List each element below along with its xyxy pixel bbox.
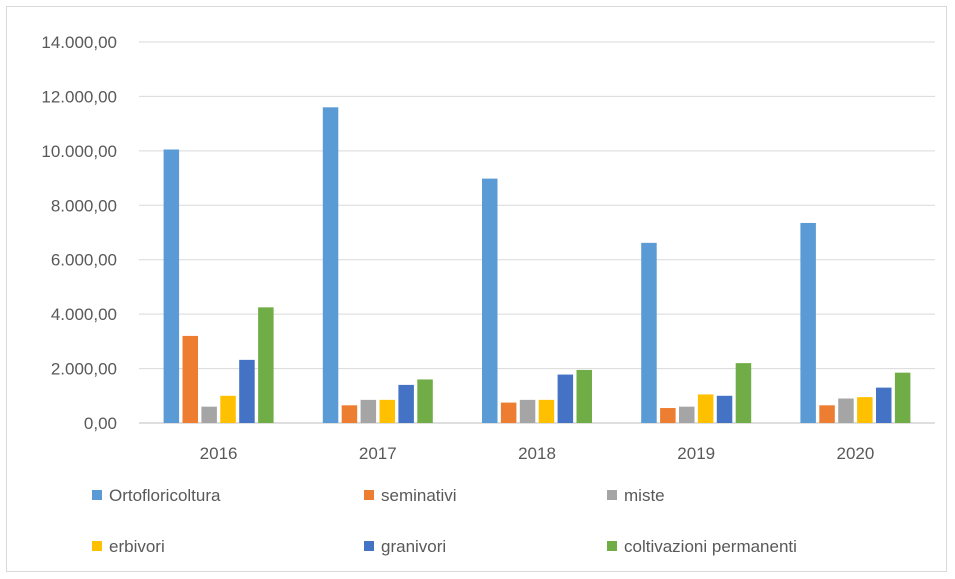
bar-ortofloricoltura-2020 — [800, 222, 816, 423]
legend-label: granivori — [381, 537, 446, 556]
legend-swatch — [607, 490, 617, 500]
legend-label: seminativi — [381, 486, 457, 505]
legend-swatch — [364, 541, 374, 551]
y-tick-label: 8.000,00 — [51, 196, 117, 215]
bar-coltivazioni-permanenti-2016 — [258, 307, 274, 423]
bar-erbivori-2020 — [857, 397, 873, 423]
bar-coltivazioni-permanenti-2019 — [735, 363, 752, 423]
y-tick-label: 6.000,00 — [51, 251, 117, 270]
legend-item: seminativi — [364, 486, 457, 505]
legend-label: erbivori — [109, 537, 165, 556]
y-tick-label: 12.000,00 — [41, 87, 117, 106]
legend-item: miste — [607, 486, 665, 505]
x-tick-label: 2017 — [359, 444, 397, 463]
bar-ortofloricoltura-2016 — [163, 149, 180, 423]
y-tick-label: 0,00 — [84, 414, 117, 433]
bar-chart: 0,00 2.000,00 4.000,00 6.000,00 8.000,00 10.0… — [41, 33, 935, 556]
bar-granivori-2016 — [239, 359, 255, 423]
bar-coltivazioni-permanenti-2017 — [417, 379, 433, 423]
chart-frame: 0,00 2.000,00 4.000,00 6.000,00 8.000,00 10.0… — [6, 6, 947, 572]
legend-swatch — [607, 541, 617, 551]
x-tick-label: 2019 — [677, 444, 715, 463]
legend-label: coltivazioni permanenti — [624, 537, 797, 556]
bar-erbivori-2016 — [220, 395, 236, 423]
bar-erbivori-2017 — [379, 399, 395, 423]
bar-erbivori-2018 — [538, 399, 555, 423]
legend-label: miste — [624, 486, 665, 505]
bar-granivori-2018 — [557, 374, 574, 423]
bar-coltivazioni-permanenti-2018 — [576, 369, 592, 423]
y-tick-label: 2.000,00 — [51, 360, 117, 379]
bar-granivori-2019 — [716, 395, 733, 423]
bar-granivori-2020 — [876, 387, 892, 423]
y-tick-label: 14.000,00 — [41, 33, 117, 52]
bar-seminativi-2016 — [182, 335, 198, 423]
bar-miste-2017 — [360, 399, 377, 423]
x-axis-ticks: 2016 2017 2018 2019 2020 — [200, 444, 875, 463]
bar-erbivori-2019 — [697, 394, 714, 423]
y-axis-ticks: 0,00 2.000,00 4.000,00 6.000,00 8.000,00 10.0… — [41, 33, 117, 433]
y-tick-label: 4.000,00 — [51, 305, 117, 324]
bar-miste-2019 — [679, 406, 695, 423]
legend-item: Ortofloricoltura — [92, 486, 221, 505]
legend-swatch — [92, 490, 102, 500]
bar-miste-2020 — [838, 398, 854, 423]
y-tick-label: 10.000,00 — [41, 142, 117, 161]
bar-ortofloricoltura-2019 — [641, 242, 657, 423]
x-tick-label: 2018 — [518, 444, 556, 463]
bar-seminativi-2018 — [500, 402, 517, 423]
x-tick-label: 2020 — [836, 444, 874, 463]
bar-granivori-2017 — [398, 384, 414, 423]
bar-seminativi-2020 — [819, 405, 835, 423]
legend-swatch — [364, 490, 374, 500]
bar-ortofloricoltura-2017 — [322, 107, 339, 424]
legend-swatch — [92, 541, 102, 551]
bar-coltivazioni-permanenti-2020 — [894, 372, 911, 423]
legend-label: Ortofloricoltura — [109, 486, 221, 505]
bar-miste-2018 — [519, 399, 536, 423]
bar-seminativi-2019 — [660, 408, 676, 423]
legend: Ortofloricoltura seminativi miste erbivori g… — [92, 486, 797, 556]
legend-item: erbivori — [92, 537, 165, 556]
x-tick-label: 2016 — [200, 444, 238, 463]
legend-item: coltivazioni permanenti — [607, 537, 797, 556]
bar-seminativi-2017 — [341, 405, 358, 423]
bar-miste-2016 — [201, 406, 217, 423]
bar-ortofloricoltura-2018 — [482, 178, 498, 423]
bars — [163, 107, 911, 424]
legend-item: granivori — [364, 537, 446, 556]
